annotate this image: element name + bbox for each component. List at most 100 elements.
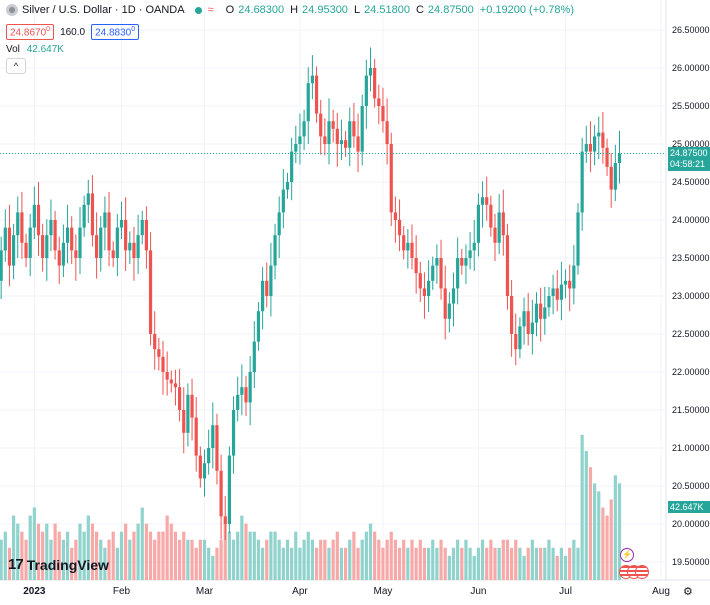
low-label: L bbox=[353, 4, 361, 16]
volume-bar bbox=[20, 531, 24, 580]
candle-body bbox=[443, 288, 447, 319]
candle-body bbox=[144, 220, 148, 251]
volume-bar bbox=[90, 523, 95, 580]
candle-body bbox=[580, 151, 584, 213]
candle-body bbox=[24, 242, 28, 258]
volume-bar bbox=[572, 539, 576, 580]
x-tick-label: Jul bbox=[559, 586, 572, 597]
candle-body bbox=[576, 212, 580, 266]
candle-body bbox=[294, 144, 298, 152]
x-tick-label: Mar bbox=[196, 586, 214, 597]
volume-bar bbox=[290, 547, 294, 580]
volume-bar bbox=[543, 547, 547, 580]
volume-bar bbox=[78, 523, 82, 580]
volume-bar bbox=[198, 539, 202, 580]
sell-price-button[interactable]: 24.86700 bbox=[6, 24, 55, 41]
candle-body bbox=[559, 284, 563, 300]
candle-body bbox=[240, 387, 244, 395]
volume-bar bbox=[86, 515, 90, 580]
volume-bar bbox=[344, 547, 348, 580]
high-label: H bbox=[290, 4, 299, 16]
volume-label[interactable]: Vol bbox=[6, 44, 20, 55]
silver-symbol-icon bbox=[6, 4, 18, 16]
volume-bar bbox=[70, 547, 74, 580]
candle-body bbox=[256, 311, 261, 342]
volume-bar bbox=[236, 531, 240, 580]
compare-icon[interactable]: ≈ bbox=[207, 4, 214, 16]
volume-bar bbox=[95, 531, 99, 580]
candle-body bbox=[539, 303, 543, 319]
volume-bar bbox=[132, 531, 136, 580]
volume-bar bbox=[352, 531, 356, 580]
candle-body bbox=[447, 303, 451, 319]
buy-price-button[interactable]: 24.88300 bbox=[91, 24, 140, 41]
volume-bar bbox=[563, 555, 568, 580]
volume-bar bbox=[36, 523, 41, 580]
candle-body bbox=[273, 235, 277, 266]
volume-bar bbox=[476, 547, 480, 580]
candle-body bbox=[178, 387, 182, 410]
candle-body bbox=[16, 212, 20, 236]
us-flag-event-icon[interactable] bbox=[635, 565, 649, 579]
candle-body bbox=[323, 136, 327, 144]
volume-bar bbox=[65, 531, 70, 580]
volume-bar bbox=[153, 539, 157, 580]
y-tick-label: 24.50000 bbox=[672, 177, 710, 187]
symbol-legend: Silver / U.S. Dollar · 1D · OANDA ≈ O 24.… bbox=[6, 4, 576, 16]
candle-body bbox=[331, 121, 335, 129]
volume-bar bbox=[551, 547, 555, 580]
candle-body bbox=[373, 68, 377, 99]
candle-body bbox=[339, 140, 344, 144]
candle-body bbox=[464, 258, 468, 266]
candle-body bbox=[103, 212, 107, 228]
volume-bar bbox=[451, 547, 456, 580]
volume-bar bbox=[182, 531, 186, 580]
candle-body bbox=[472, 242, 476, 251]
volume-bar bbox=[514, 539, 518, 580]
volume-bar bbox=[223, 523, 227, 580]
candle-body bbox=[99, 227, 103, 258]
candle-body bbox=[223, 516, 227, 524]
volume-bar bbox=[314, 547, 319, 580]
settings-icon[interactable]: ⚙ bbox=[683, 586, 693, 598]
volume-bar bbox=[45, 523, 49, 580]
candle-body bbox=[28, 227, 32, 258]
volume-bar bbox=[244, 523, 248, 580]
volume-bar bbox=[339, 547, 344, 580]
volume-bar bbox=[381, 547, 385, 580]
y-tick-label: 22.50000 bbox=[672, 329, 710, 339]
volume-bar bbox=[547, 539, 551, 580]
volume-legend: Vol 42.647K bbox=[6, 44, 64, 55]
y-tick-label: 24.00000 bbox=[672, 215, 710, 225]
close-label: C bbox=[415, 4, 424, 16]
candle-body bbox=[427, 280, 431, 296]
buy-price: 24.8830 bbox=[95, 27, 132, 39]
candle-body bbox=[364, 75, 368, 106]
volume-bar bbox=[215, 547, 219, 580]
volume-bar bbox=[294, 531, 298, 580]
volume-bar bbox=[427, 547, 431, 580]
candle-body bbox=[310, 75, 314, 84]
volume-bar bbox=[165, 515, 169, 580]
candle-body bbox=[70, 227, 74, 251]
y-tick-label: 20.00000 bbox=[672, 519, 710, 529]
sell-price-pip: 0 bbox=[46, 26, 51, 33]
y-tick-label: 25.50000 bbox=[672, 101, 710, 111]
symbol-title[interactable]: Silver / U.S. Dollar · 1D · OANDA bbox=[22, 4, 185, 16]
volume-bar bbox=[389, 531, 393, 580]
volume-bar bbox=[99, 539, 103, 580]
candle-body bbox=[115, 227, 119, 258]
collapse-legend-button[interactable]: ^ bbox=[6, 58, 26, 74]
candle-body bbox=[381, 106, 385, 122]
tradingview-logo[interactable]: 17 TradingView bbox=[8, 556, 109, 573]
dividend-event-icon[interactable]: ⚡ bbox=[620, 548, 634, 562]
volume-bar bbox=[310, 539, 314, 580]
candle-body bbox=[493, 227, 497, 243]
x-tick-label: 2023 bbox=[23, 586, 46, 597]
volume-bar bbox=[555, 555, 559, 580]
volume-bar bbox=[348, 539, 352, 580]
y-tick-label: 23.50000 bbox=[672, 253, 710, 263]
volume-bar bbox=[497, 547, 501, 580]
